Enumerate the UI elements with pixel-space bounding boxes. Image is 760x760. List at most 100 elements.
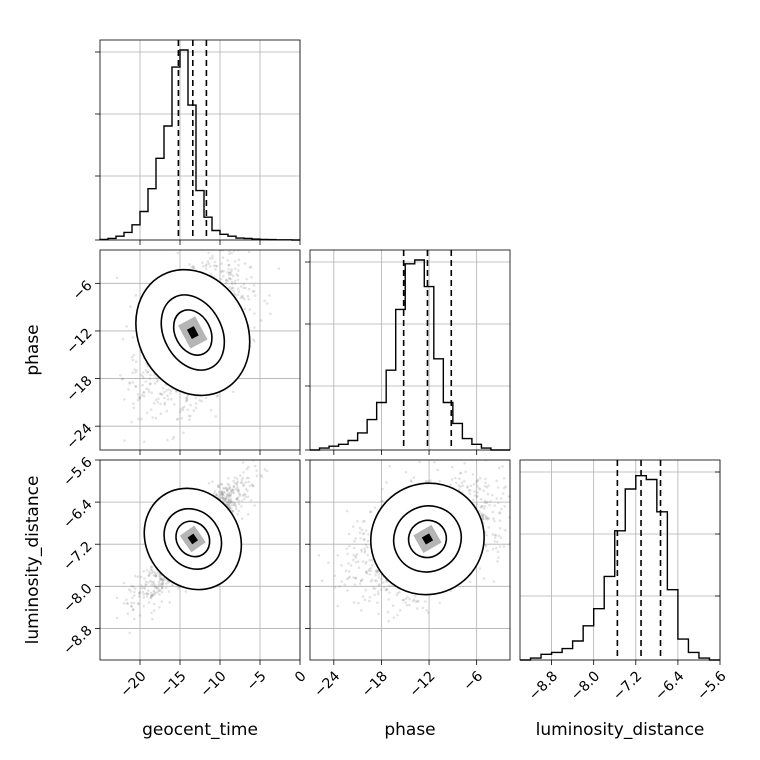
scatter-point xyxy=(204,267,208,271)
scatter-point xyxy=(246,224,249,227)
scatter-point xyxy=(495,479,499,483)
scatter-point xyxy=(228,504,232,507)
histogram-panel-luminosity_distance xyxy=(519,459,721,665)
scatter-point xyxy=(239,215,242,218)
scatter-point xyxy=(150,583,153,586)
scatter-point xyxy=(227,503,231,507)
scatter-point xyxy=(496,540,499,544)
scatter-point xyxy=(155,380,159,383)
scatter-point xyxy=(133,587,137,590)
scatter-point xyxy=(134,293,137,297)
scatter-point xyxy=(138,396,141,399)
scatter-point xyxy=(242,282,246,286)
scatter-point xyxy=(458,488,461,491)
scatter-point xyxy=(159,577,163,580)
scatter-point xyxy=(228,271,232,275)
scatter-point xyxy=(152,574,155,577)
scatter-point xyxy=(243,244,246,247)
scatter-point xyxy=(126,602,130,605)
scatter-point xyxy=(228,252,231,256)
scatter-point xyxy=(241,461,245,464)
panel-frame xyxy=(309,249,511,451)
scatter-point xyxy=(482,489,486,493)
scatter-point xyxy=(228,501,232,505)
scatter-point xyxy=(221,256,225,259)
scatter-point xyxy=(502,486,506,490)
scatter-point xyxy=(165,409,169,413)
scatter-point xyxy=(501,492,505,495)
scatter-point xyxy=(125,598,128,602)
scatter-point xyxy=(204,396,208,400)
scatter-point xyxy=(483,501,487,504)
scatter-point xyxy=(354,556,358,559)
scatter-point xyxy=(409,479,413,482)
scatter-point xyxy=(358,582,362,585)
scatter-point xyxy=(498,511,501,514)
scatter-point xyxy=(163,403,166,406)
scatter-point xyxy=(230,499,233,503)
scatter-point xyxy=(362,538,366,542)
scatter-point xyxy=(227,263,231,267)
scatter-point xyxy=(137,591,141,595)
scatter-point xyxy=(161,579,164,582)
y-tick-label: −18 xyxy=(63,373,95,405)
scatter-point xyxy=(239,285,243,288)
scatter-point xyxy=(144,380,147,383)
scatter-point xyxy=(207,251,210,255)
scatter-point xyxy=(185,398,189,401)
scatter-point xyxy=(166,398,170,401)
scatter-point xyxy=(352,576,355,579)
scatter-point xyxy=(357,566,361,569)
histogram-panel-geocent_time xyxy=(95,39,301,245)
scatter-point xyxy=(175,418,179,421)
scatter-point xyxy=(469,580,472,584)
scatter-point xyxy=(386,587,389,591)
scatter-point xyxy=(208,257,212,260)
scatter-point xyxy=(142,605,146,608)
scatter-point xyxy=(226,489,229,492)
scatter-point xyxy=(154,586,157,589)
scatter-point xyxy=(181,408,185,412)
x-tick-label: −7.2 xyxy=(610,668,645,703)
scatter-point xyxy=(232,504,236,507)
scatter-point xyxy=(376,592,380,596)
scatter-point xyxy=(242,286,245,290)
scatter-point xyxy=(144,583,148,587)
scatter-point xyxy=(234,267,237,271)
scatter-point xyxy=(185,396,189,399)
scatter-point xyxy=(365,570,368,573)
scatter-point xyxy=(426,480,430,483)
scatter-point xyxy=(363,551,367,554)
scatter-point xyxy=(224,497,227,500)
scatter-point xyxy=(147,574,151,578)
scatter-point xyxy=(476,478,480,482)
scatter-point xyxy=(167,581,170,584)
scatter-point xyxy=(173,403,176,406)
scatter-point xyxy=(491,547,495,551)
scatter-point xyxy=(226,503,229,507)
scatter-point xyxy=(157,585,161,588)
scatter-point xyxy=(531,489,534,492)
scatter-point xyxy=(521,525,524,528)
scatter-point xyxy=(438,601,442,605)
scatter-point xyxy=(150,594,154,598)
scatter-point xyxy=(521,506,524,509)
scatter-point xyxy=(269,312,272,316)
scatter-point xyxy=(404,471,408,474)
scatter-point xyxy=(186,408,189,412)
contour-level-2 xyxy=(160,294,226,371)
scatter-point xyxy=(149,579,152,582)
scatter-point xyxy=(366,539,370,543)
scatter-point xyxy=(497,556,500,559)
scatter-point xyxy=(227,493,231,497)
scatter-point xyxy=(140,584,143,587)
scatter-point xyxy=(464,470,468,474)
scatter-point xyxy=(480,514,484,517)
contour-level-3 xyxy=(369,482,485,596)
scatter-point xyxy=(194,402,198,405)
scatter-point xyxy=(483,499,487,503)
scatter-point xyxy=(234,487,238,491)
scatter-point xyxy=(127,388,130,391)
scatter-point xyxy=(236,486,239,489)
scatter-point xyxy=(243,492,247,496)
